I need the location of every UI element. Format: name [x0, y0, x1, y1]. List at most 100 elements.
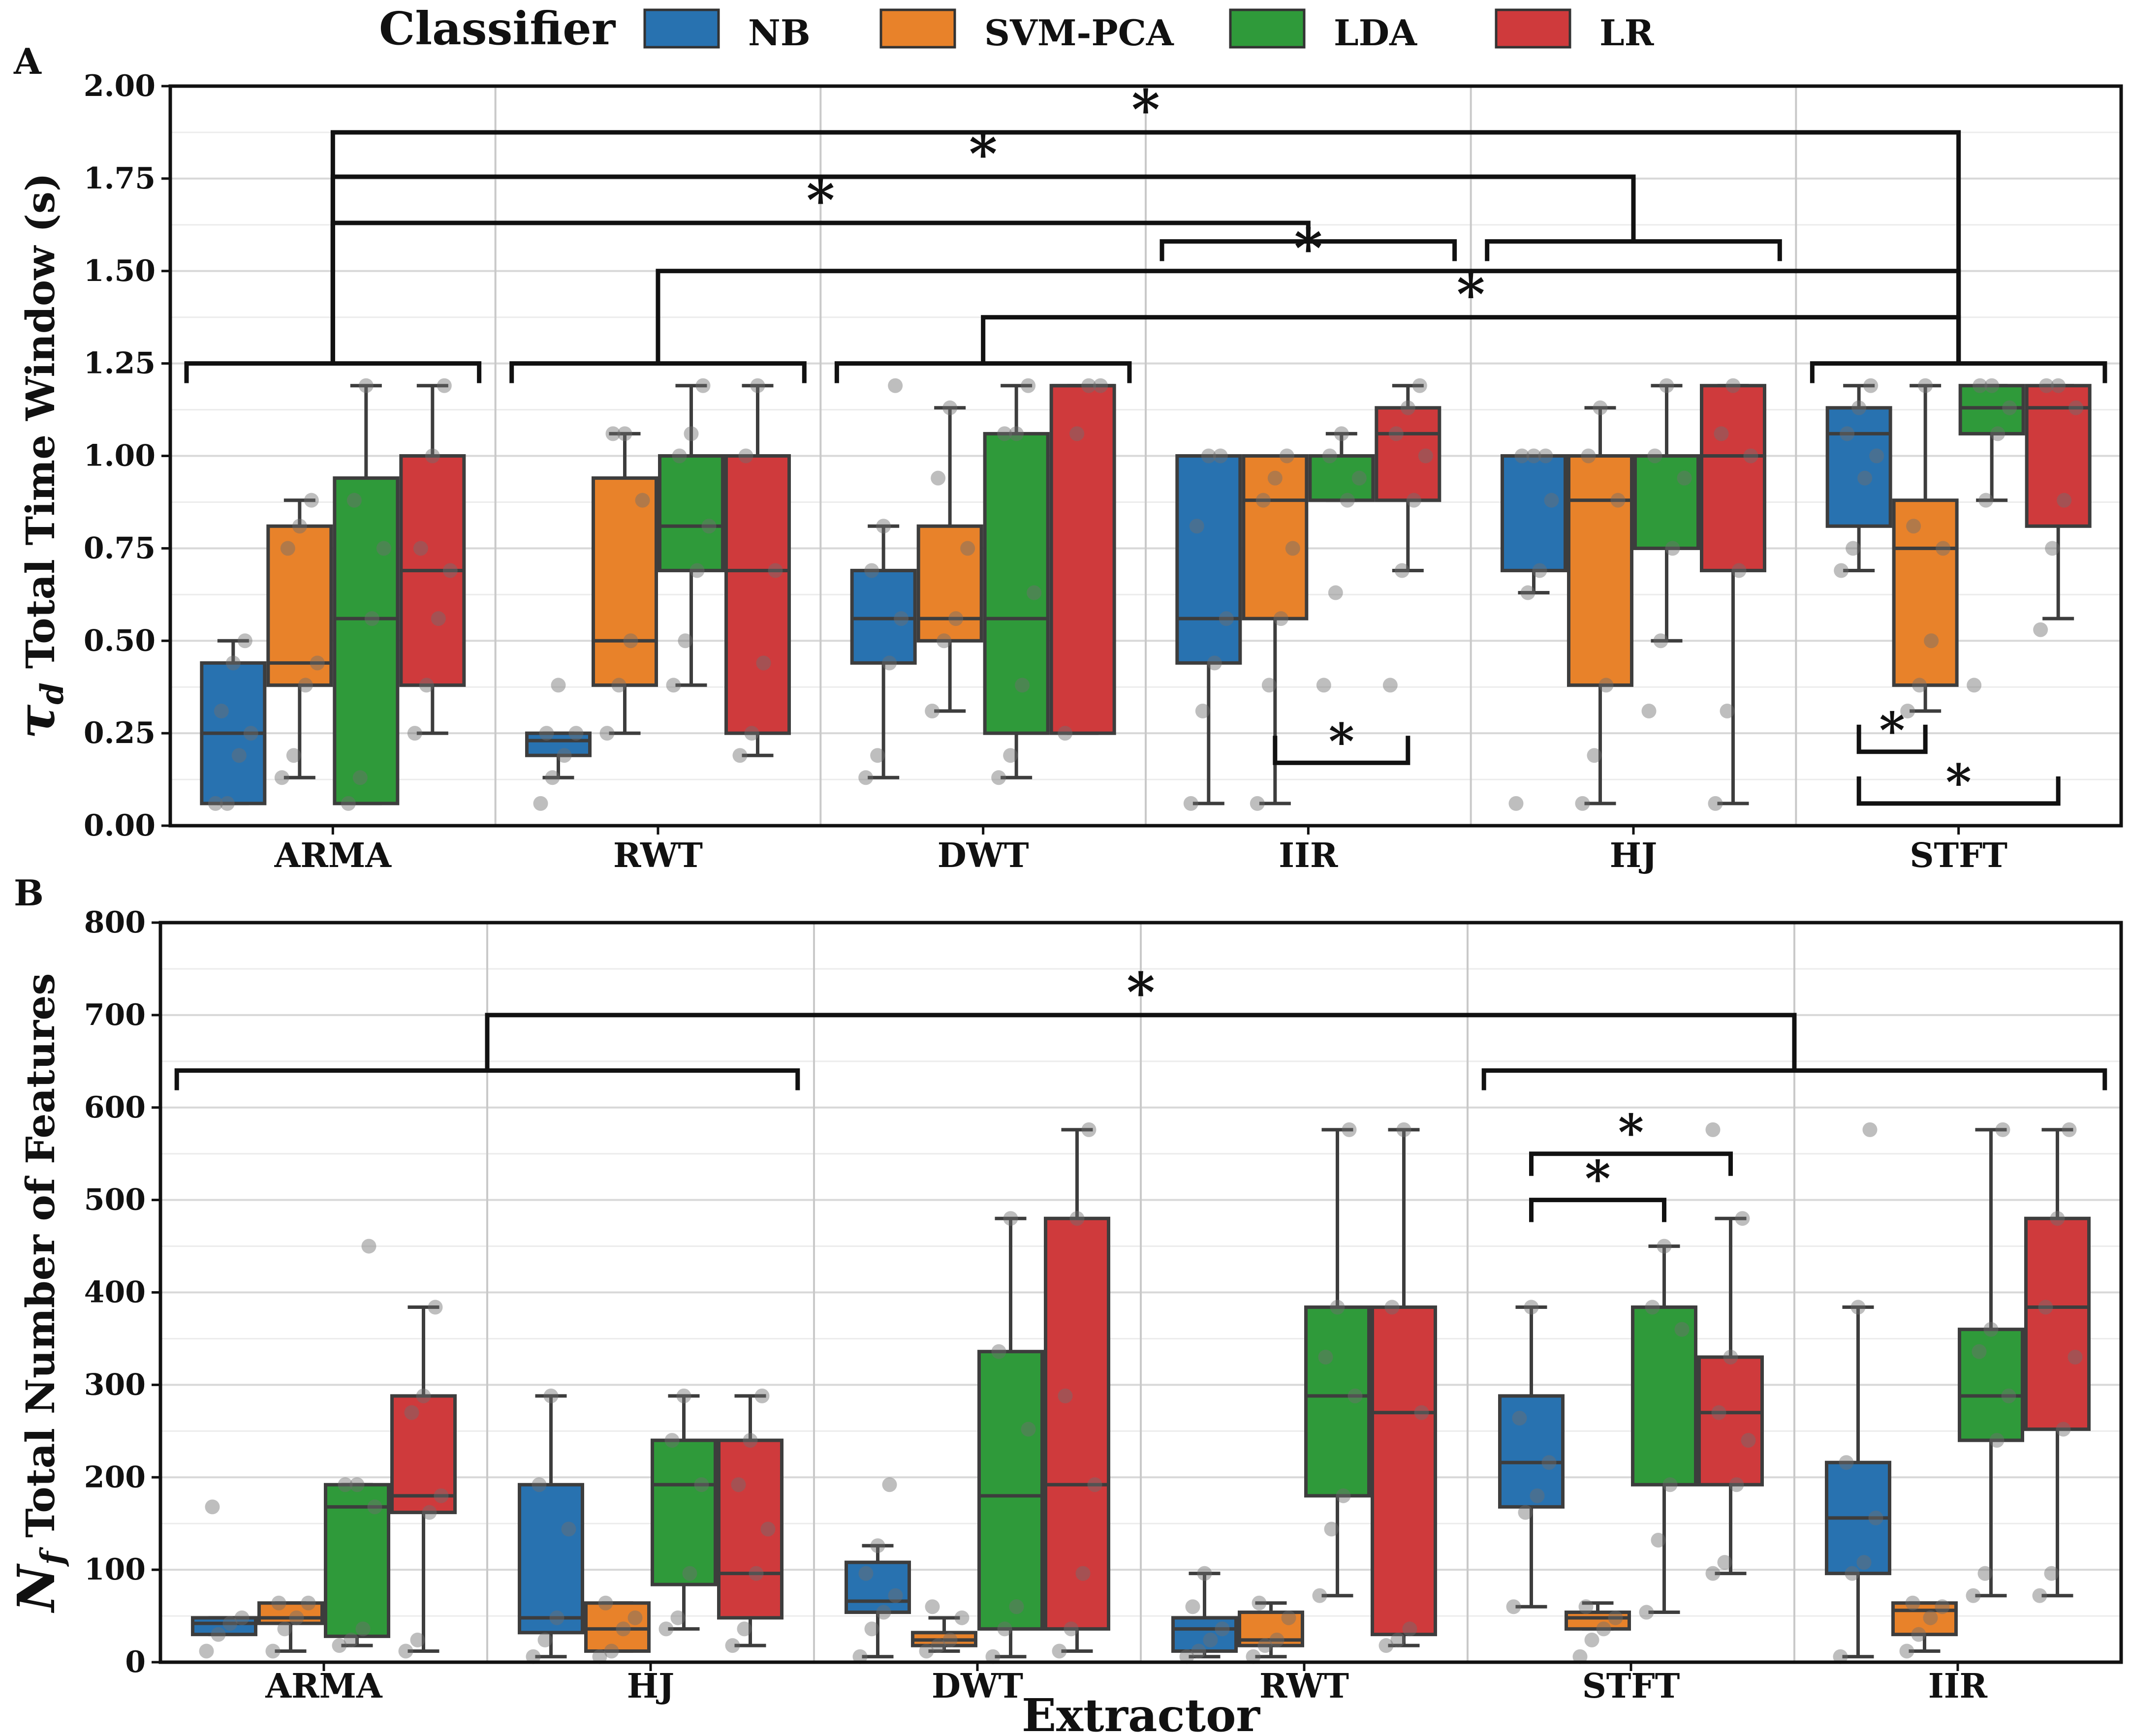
panel-a-point-lr: [744, 726, 759, 741]
legend-swatch-svm-pca: [879, 8, 956, 49]
panel-b-point-lda: [997, 1621, 1012, 1637]
panel-a-point-svm-pca: [1267, 470, 1283, 486]
panel-a-xtick-label: DWT: [938, 836, 1029, 875]
panel-a-point-lr: [1743, 448, 1758, 464]
panel-b-point-lda: [1972, 1344, 1987, 1359]
panel-b-significance-star: *: [1585, 1150, 1610, 1208]
panel-a-point-lda: [666, 678, 681, 693]
panel-a-point-lda: [1659, 378, 1674, 393]
panel-a-ylabel-symbol: τ: [6, 704, 66, 739]
panel-b-ytick-label: 600: [84, 1090, 146, 1125]
panel-a-point-lr: [425, 448, 440, 464]
panel-a-group-bracket: [184, 361, 482, 383]
panel-b-point-svm-pca: [1899, 1643, 1914, 1659]
panel-a-box-svm-pca: [1567, 454, 1633, 687]
panel-a-point-lda: [364, 611, 379, 626]
panel-b-point-lda: [2001, 1388, 2016, 1403]
panel-b-point-lda: [694, 1477, 709, 1492]
panel-b-point-lr: [1058, 1388, 1073, 1403]
legend-swatch-lr: [1495, 8, 1571, 49]
panel-a-point-lr: [1708, 796, 1723, 811]
panel-a-point-nb: [1514, 448, 1530, 464]
panel-a-point-svm-pca: [937, 633, 952, 649]
panel-b-point-lr: [410, 1632, 425, 1647]
panel-b-point-lr: [1081, 1122, 1096, 1137]
panel-b-point-lda: [1674, 1322, 1690, 1337]
panel-b-point-nb: [1856, 1555, 1872, 1570]
panel-b-point-nb: [1191, 1643, 1206, 1659]
panel-a-point-lr: [2033, 622, 2048, 637]
panel-a-axes-frame: [168, 84, 2123, 828]
panel-b-point-lr: [2062, 1122, 2077, 1137]
panel-a-ytick-label: 0.50: [84, 623, 156, 658]
panel-a-point-nb: [568, 726, 584, 741]
panel-b-point-lr: [1717, 1555, 1732, 1570]
panel-a-point-nb: [557, 748, 572, 763]
panel-b-point-svm-pca: [301, 1595, 316, 1611]
panel-a-point-nb: [1840, 426, 1855, 441]
legend-label-lr: LR: [1599, 12, 1655, 54]
panel-a-point-svm-pca: [1900, 704, 1915, 719]
panel-b-point-svm-pca: [1246, 1649, 1261, 1664]
panel-b-point-lda: [1966, 1588, 1981, 1603]
panel-b-point-lr: [2067, 1350, 2083, 1365]
panel-b-label: B: [14, 872, 44, 914]
panel-a-point-lda: [1990, 426, 2005, 441]
panel-a-point-lr: [431, 611, 446, 626]
panel-a-point-svm-pca: [1279, 448, 1294, 464]
panel-a-box-lr: [1375, 406, 1441, 502]
panel-b-box-lda: [651, 1438, 717, 1586]
panel-b-point-nb: [205, 1499, 220, 1515]
panel-b-xtick-label: ARMA: [265, 1667, 383, 1706]
panel-b-point-lda: [658, 1621, 674, 1637]
panel-b-point-nb: [1845, 1566, 1860, 1581]
panel-a-point-lr: [1069, 426, 1085, 441]
panel-a-point-nb: [1851, 400, 1867, 415]
panel-b-point-lr: [1396, 1122, 1411, 1137]
panel-b-point-svm-pca: [1281, 1610, 1296, 1625]
panel-a-point-nb: [1195, 704, 1210, 719]
panel-a-point-nb: [1213, 448, 1228, 464]
panel-b-point-lda: [682, 1566, 697, 1581]
panel-a-box-nb: [1501, 454, 1567, 572]
panel-b-point-nb: [532, 1477, 547, 1492]
panel-b-xtick-label: DWT: [932, 1667, 1023, 1706]
panel-b-point-nb: [1215, 1621, 1230, 1637]
panel-b-box-lda: [1958, 1328, 2024, 1442]
panel-a-point-svm-pca: [298, 678, 313, 693]
panel-a-point-lda: [2002, 400, 2017, 415]
panel-a-point-lda: [672, 448, 687, 464]
panel-b-point-lr: [1087, 1477, 1102, 1492]
panel-a-point-lda: [1978, 493, 1994, 508]
panel-a-ytick-label: 0.75: [84, 531, 156, 565]
panel-a-box-lr: [1700, 384, 1766, 572]
panel-b-point-lr: [743, 1433, 758, 1448]
panel-a-point-svm-pca: [274, 770, 289, 785]
panel-a-point-lda: [346, 493, 362, 508]
panel-a-point-svm-pca: [1610, 493, 1626, 508]
panel-b-point-nb: [1833, 1649, 1848, 1664]
panel-a-point-lr: [2039, 378, 2054, 393]
panel-b-point-lda: [1657, 1239, 1672, 1254]
panel-a-point-svm-pca: [1587, 748, 1602, 763]
panel-a-ylabel: τd Total Time Window (s): [6, 173, 71, 739]
panel-b-point-svm-pca: [1923, 1610, 1938, 1625]
panel-b-point-svm-pca: [919, 1643, 934, 1659]
panel-a-point-lda: [1665, 541, 1680, 556]
panel-a-point-svm-pca: [623, 633, 638, 649]
panel-b-point-svm-pca: [616, 1621, 631, 1637]
panel-a-point-nb: [1857, 470, 1873, 486]
panel-a-ytick-label: 1.75: [84, 161, 156, 196]
panel-b-point-nb: [199, 1643, 214, 1659]
panel-a-box-svm-pca: [592, 476, 658, 687]
panel-a-point-lda: [1027, 585, 1042, 600]
panel-b-box-lr: [390, 1394, 457, 1515]
panel-b-box-lda: [1304, 1305, 1371, 1498]
panel-a-point-nb: [243, 726, 258, 741]
panel-a-box-lr: [1049, 384, 1116, 735]
panel-a-point-lr: [1093, 378, 1108, 393]
legend-title: Classifier: [379, 2, 616, 55]
panel-a-point-nb: [1846, 541, 1861, 556]
panel-b-box-lr: [1371, 1305, 1437, 1637]
panel-b-point-lr: [398, 1643, 413, 1659]
